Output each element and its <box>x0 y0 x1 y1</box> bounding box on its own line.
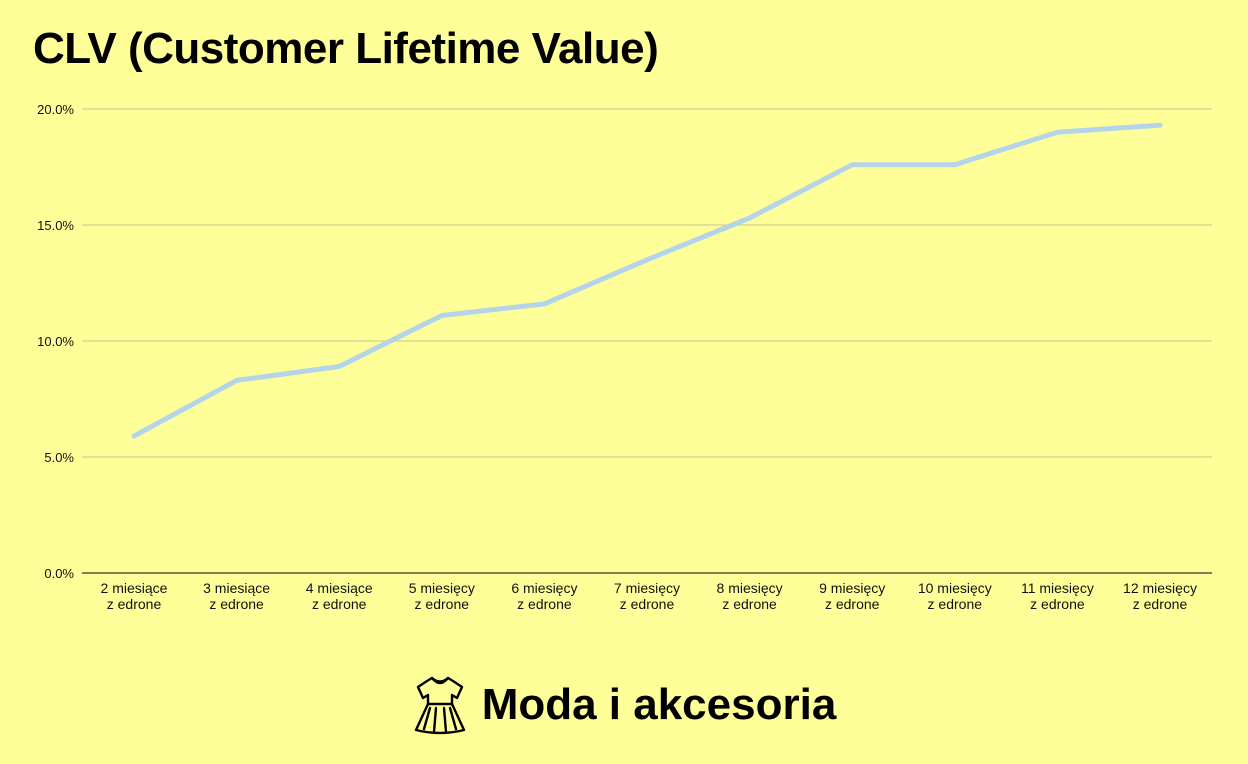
y-tick-label: 0.0% <box>44 566 74 581</box>
series-layer <box>131 122 1163 439</box>
x-category-label: 12 miesięcy z edrone <box>1123 580 1197 612</box>
x-category-label: 8 miesięcy z edrone <box>717 580 783 612</box>
y-tick-label: 10.0% <box>37 334 74 349</box>
footer: Moda i akcesoria <box>0 670 1248 740</box>
x-category-label: 9 miesięcy z edrone <box>819 580 885 612</box>
chart-title: CLV (Customer Lifetime Value) <box>33 24 659 73</box>
footer-label: Moda i akcesoria <box>481 680 837 729</box>
x-category-label: 5 miesięcy z edrone <box>409 580 475 612</box>
x-axis-categories: 2 miesiące z edrone 3 miesiące z edrone 4 mi… <box>101 580 1197 612</box>
gridlines <box>82 108 1212 574</box>
y-tick-label: 15.0% <box>37 218 74 233</box>
y-axis-ticks: 0.0% 5.0% 10.0% 15.0% 20.0% <box>37 102 74 581</box>
x-category-label: 3 miesiące z edrone <box>203 580 270 612</box>
x-category-label: 2 miesiące z edrone <box>101 580 168 612</box>
series-line <box>131 122 1163 439</box>
x-category-label: 7 miesięcy z edrone <box>614 580 680 612</box>
x-category-label: 6 miesięcy z edrone <box>511 580 577 612</box>
x-category-label: 4 miesiące z edrone <box>306 580 373 612</box>
dress-icon <box>414 676 465 735</box>
x-category-label: 11 miesięcy z edrone <box>1021 580 1094 612</box>
x-category-label: 10 miesięcy z edrone <box>918 580 992 612</box>
y-tick-label: 20.0% <box>37 102 74 117</box>
y-tick-label: 5.0% <box>44 450 74 465</box>
